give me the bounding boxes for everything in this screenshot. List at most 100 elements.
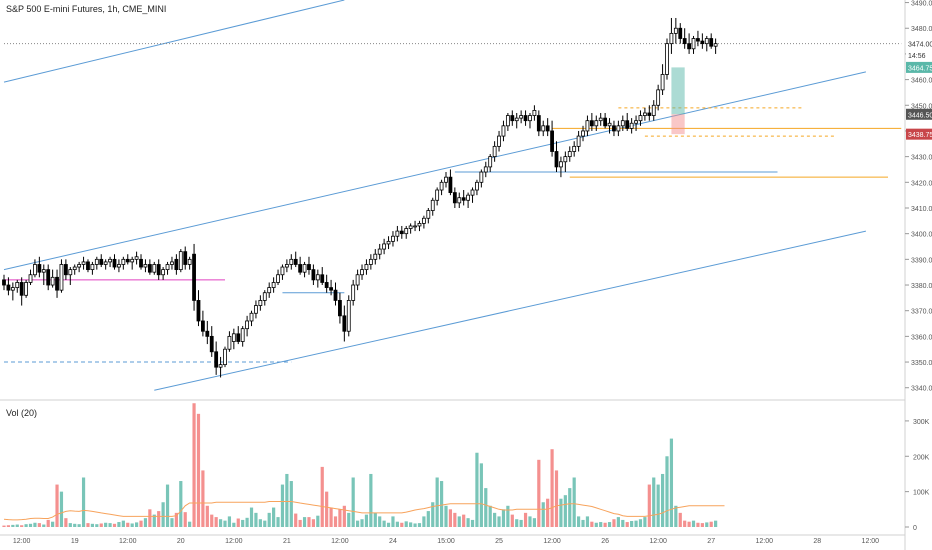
volume-bar [117, 522, 121, 527]
candle-body [86, 261, 90, 271]
candle-body [479, 171, 484, 183]
volume-bar [329, 507, 333, 527]
candle-body [629, 122, 634, 129]
candle-body [603, 117, 608, 127]
candle-body [121, 258, 126, 265]
candle-body [200, 320, 205, 332]
volume-bar [395, 521, 399, 527]
candle-body [68, 269, 73, 276]
candle-body [700, 40, 705, 45]
price-tick-label: 3340.00 [911, 386, 932, 393]
candle-body [125, 258, 130, 263]
candle-body [267, 287, 272, 294]
candle-body [559, 161, 563, 168]
time-tick-label: 12:00 [543, 538, 561, 545]
time-tick-label: 19 [71, 538, 79, 545]
profit-zone-box [671, 67, 685, 115]
candle-body [391, 235, 395, 242]
candle-body [528, 115, 532, 122]
volume-bar [2, 525, 6, 527]
candle-body [505, 115, 510, 127]
candle-body [298, 264, 303, 273]
volume-bar [272, 507, 276, 527]
candle-body [550, 130, 554, 152]
volume-bar [112, 523, 117, 527]
volume-bar [590, 521, 594, 527]
volume-bar [448, 509, 453, 527]
volume-bar [302, 517, 307, 527]
volume-bar [73, 523, 77, 527]
volume-bar [409, 522, 413, 527]
candle-body [585, 120, 590, 132]
candle-body [276, 274, 280, 283]
candle-body [223, 348, 227, 366]
time-tick-label: 20 [177, 538, 185, 545]
volume-ma-line [3, 501, 725, 521]
candle-body [643, 112, 647, 116]
candle-body [594, 120, 599, 127]
volume-bar [714, 520, 718, 527]
candle-body [342, 315, 347, 332]
volume-bar [585, 516, 590, 527]
volume-bar [386, 522, 391, 527]
candle-body [466, 194, 471, 201]
candle-body [386, 240, 391, 245]
volume-bar [174, 512, 178, 527]
volume-bar [201, 470, 205, 527]
time-tick-label: 12:00 [862, 538, 880, 545]
volume-bar [81, 477, 86, 527]
price-tick-label: 3430.00 [911, 155, 932, 162]
volume-bar [236, 518, 240, 527]
price-tick-label: 3410.00 [911, 206, 932, 213]
volume-bar [59, 491, 64, 527]
volume-tick-label: 200K [913, 454, 930, 461]
candle-body [329, 287, 333, 291]
candle-body [572, 145, 577, 152]
volume-bar [506, 505, 510, 527]
candle-body [94, 258, 99, 265]
candle-body [307, 264, 311, 271]
candle-body [665, 43, 669, 75]
volume-bar [484, 488, 488, 527]
volume-bar [700, 523, 704, 527]
volume-bar [316, 515, 320, 527]
volume-bar [342, 505, 346, 527]
volume-bar [625, 522, 629, 527]
price-tick-label: 3370.00 [911, 309, 932, 316]
candle-body [90, 264, 95, 271]
candle-body [227, 335, 232, 350]
volume-bar [400, 522, 404, 527]
volume-bar [15, 524, 19, 527]
volume-bar [68, 523, 72, 527]
candle-body [72, 266, 77, 271]
volume-bar [515, 519, 519, 527]
candle-body [620, 120, 625, 127]
candle-body [430, 199, 435, 211]
volume-bar [192, 403, 196, 527]
candle-body [346, 300, 351, 332]
candle-body [682, 38, 687, 45]
volume-bar [435, 477, 439, 527]
candle-body [320, 274, 325, 283]
volume-bar [554, 470, 559, 527]
candle-body [382, 243, 387, 250]
price-tick-label: 3380.00 [911, 283, 932, 290]
candle-body [581, 130, 585, 137]
volume-bar [466, 518, 470, 527]
time-tick-label: 12:00 [119, 538, 137, 545]
time-tick-label: 12:00 [13, 538, 31, 545]
volume-bar [205, 505, 209, 527]
candle-body [607, 122, 612, 127]
candle-body [360, 269, 364, 276]
candle-body [395, 230, 400, 237]
candle-body [435, 189, 440, 201]
candle-body [408, 225, 413, 229]
volume-bar [157, 511, 161, 527]
candle-body [634, 120, 638, 124]
candle-body [377, 248, 382, 255]
volume-bar [581, 519, 585, 527]
candle-body [108, 258, 112, 263]
volume-bar [333, 516, 338, 527]
volume-bar [245, 517, 249, 527]
